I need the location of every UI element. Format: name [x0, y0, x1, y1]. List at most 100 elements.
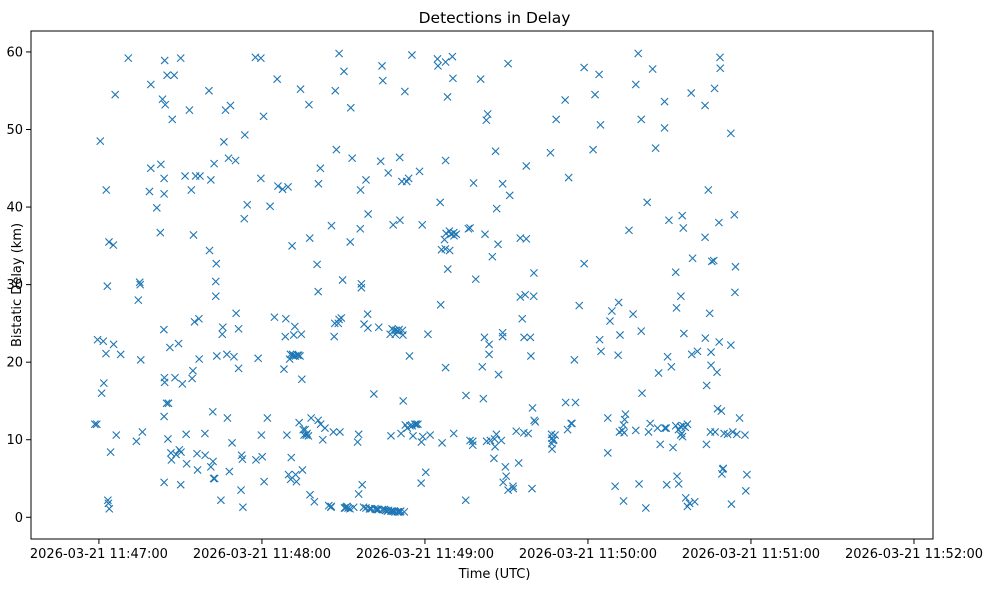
data-point — [704, 186, 713, 194]
data-point — [293, 351, 302, 360]
data-point — [730, 288, 739, 297]
data-point — [318, 435, 327, 444]
data-point — [662, 424, 671, 433]
data-point — [353, 438, 362, 447]
data-point — [676, 292, 685, 301]
data-point — [105, 504, 114, 513]
data-point — [461, 496, 470, 505]
data-point — [741, 486, 750, 495]
data-point — [679, 329, 688, 338]
data-point — [461, 391, 470, 400]
data-point — [440, 235, 449, 244]
data-point — [646, 419, 655, 428]
data-point — [146, 164, 155, 173]
data-point — [307, 414, 316, 422]
data-point — [714, 218, 723, 227]
data-point — [443, 265, 452, 274]
data-point — [304, 100, 313, 109]
data-point — [314, 179, 323, 188]
data-point — [329, 427, 338, 436]
data-point — [156, 228, 165, 237]
data-point — [194, 314, 203, 323]
data-point — [551, 431, 560, 440]
data-point — [395, 216, 404, 225]
data-point — [660, 424, 669, 433]
data-point — [386, 431, 395, 440]
data-point — [520, 333, 529, 342]
data-point — [378, 61, 387, 70]
data-point — [449, 228, 458, 237]
y-tick-label: 60 — [6, 45, 23, 60]
data-point — [663, 352, 672, 361]
data-point — [109, 241, 118, 250]
data-point — [211, 277, 220, 286]
data-point — [667, 362, 676, 371]
data-point — [303, 429, 312, 438]
data-point — [188, 366, 197, 375]
data-point — [498, 328, 507, 337]
data-point — [136, 280, 145, 289]
data-point — [494, 240, 503, 249]
data-point — [514, 459, 523, 467]
data-point — [526, 333, 535, 342]
data-point — [405, 351, 414, 360]
data-point — [406, 421, 414, 430]
data-point — [354, 490, 363, 499]
data-point — [284, 182, 293, 191]
data-point — [132, 437, 141, 446]
data-point — [631, 426, 640, 435]
data-point — [152, 203, 161, 212]
data-point — [464, 224, 473, 233]
data-point — [162, 399, 171, 408]
data-point — [291, 470, 300, 479]
data-point — [499, 478, 508, 487]
data-point — [563, 425, 572, 434]
x-tick-label: 2026-03-21 11:49:00 — [356, 547, 494, 562]
data-point — [687, 89, 696, 98]
data-point — [482, 116, 491, 125]
data-point — [256, 54, 265, 63]
data-point — [660, 97, 669, 106]
data-point — [635, 479, 644, 488]
data-point — [181, 172, 190, 181]
data-point — [624, 226, 633, 235]
data-point — [292, 477, 301, 486]
data-point — [378, 76, 387, 85]
data-point — [201, 451, 210, 460]
data-point — [171, 373, 179, 382]
data-point — [672, 303, 681, 312]
data-point — [349, 503, 358, 512]
data-point — [290, 322, 299, 331]
data-point — [531, 417, 540, 426]
data-point — [218, 323, 227, 332]
data-point — [176, 448, 185, 457]
data-point — [346, 237, 355, 246]
data-point — [164, 399, 173, 408]
data-point — [234, 324, 243, 333]
data-point — [491, 147, 500, 156]
data-point — [690, 497, 699, 506]
data-point — [575, 301, 584, 310]
data-point — [101, 349, 110, 358]
data-point — [528, 484, 536, 493]
data-point — [189, 230, 198, 239]
data-point — [223, 414, 232, 422]
data-point — [518, 314, 527, 323]
data-point — [549, 435, 558, 444]
data-point — [295, 351, 304, 360]
data-point — [651, 144, 660, 153]
points-layer — [90, 49, 751, 516]
data-point — [200, 429, 209, 438]
y-axis-label: Bistatic Delay (km) — [10, 223, 25, 347]
data-point — [260, 477, 269, 486]
data-point — [674, 479, 683, 488]
data-point — [395, 153, 404, 162]
data-point — [281, 332, 290, 341]
data-point — [209, 457, 218, 466]
data-point — [723, 430, 732, 439]
data-point — [638, 389, 647, 398]
data-point — [426, 431, 435, 440]
data-point — [603, 448, 612, 457]
data-point — [580, 63, 589, 72]
data-point — [719, 464, 728, 473]
